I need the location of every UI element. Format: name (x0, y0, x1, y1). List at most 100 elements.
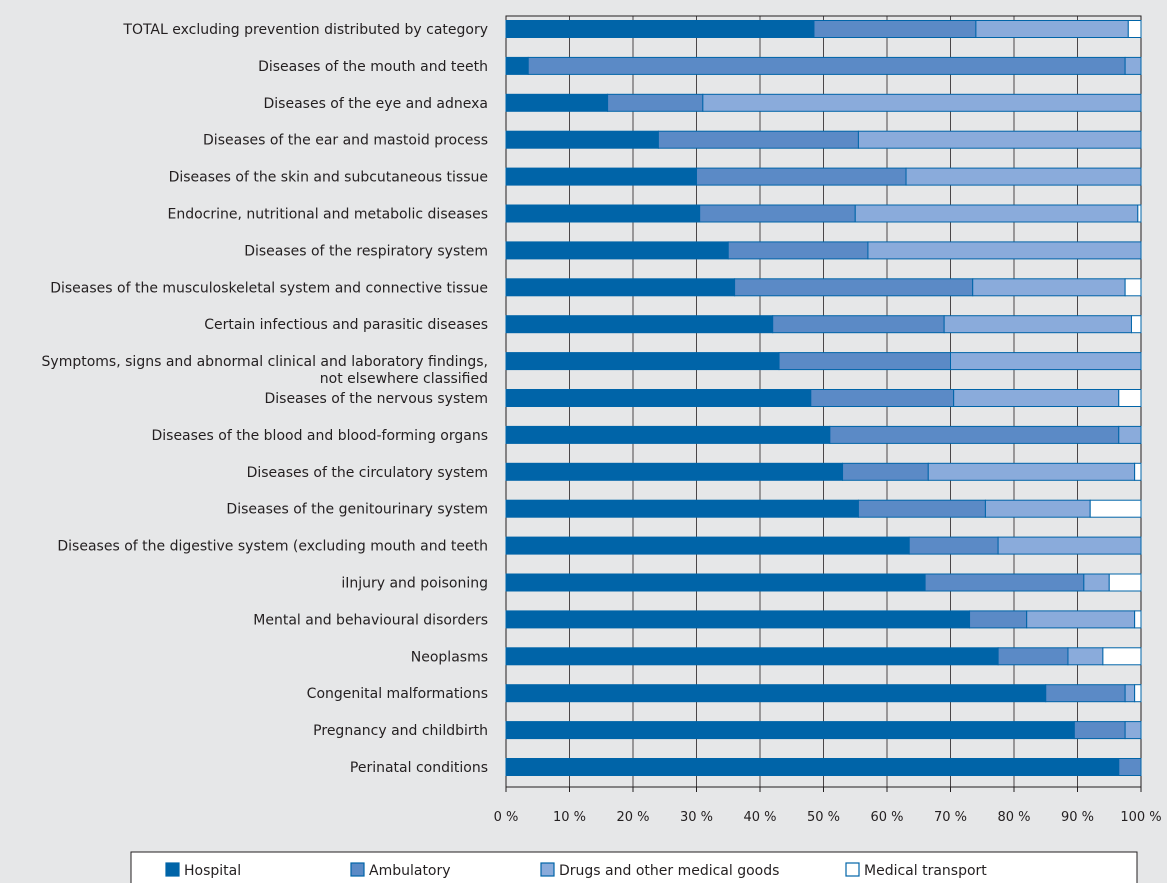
bar-segment (984, 499, 1091, 518)
legend-swatch (165, 862, 180, 877)
bar-segment (1137, 204, 1142, 223)
bar-segment (950, 352, 1142, 371)
category-label: Diseases of the respiratory system (244, 243, 488, 259)
category-label: Mental and behavioural disorders (253, 612, 488, 628)
bar-segment (1134, 462, 1142, 481)
category-label: Diseases of the skin and subcutaneous ti… (169, 170, 488, 186)
bar-segment (505, 721, 1075, 740)
x-tick-label: 40 % (743, 810, 776, 825)
bar-segment (1124, 278, 1142, 297)
bar-segment (1026, 610, 1136, 629)
bar-segment (505, 278, 736, 297)
bar-segment (505, 315, 774, 334)
bar-segment (1102, 647, 1142, 666)
bar-segment (842, 462, 929, 481)
category-label: Diseases of the ear and mastoid process (203, 133, 488, 149)
category-label: Neoplasms (411, 649, 488, 665)
x-axis: 0 % 10 % 20 % 30 % 40 % 50 % 60 % 70 % 80 % 90 % 1… (494, 787, 1162, 825)
bar-segment (857, 499, 986, 518)
bar-segment (505, 425, 831, 444)
x-tick-label: 70 % (934, 810, 967, 825)
bar-segment (734, 278, 974, 297)
bar-segment (1124, 721, 1142, 740)
legend-box (130, 851, 1138, 883)
bar-segment (1134, 684, 1142, 703)
bar-segment (505, 647, 999, 666)
bar-segment (505, 204, 701, 223)
bar-segment (854, 204, 1139, 223)
bar-segment (505, 758, 1120, 776)
category-label: Diseases of the mouth and teeth (258, 59, 488, 75)
bar-segment (1124, 56, 1142, 75)
category-label: Endocrine, nutritional and metabolic dis… (168, 207, 488, 223)
bar-segment (867, 241, 1142, 260)
bar-segment (972, 278, 1126, 297)
category-label: Diseases of the circulatory system (247, 465, 488, 481)
legend: Hospital Ambulatory Drugs and other medica… (130, 851, 1138, 883)
bar-segment (727, 241, 869, 260)
bar-segment (1124, 684, 1136, 703)
bar-segment (505, 352, 780, 371)
bar-segment (813, 20, 977, 38)
bar-segment (1118, 425, 1142, 444)
bar-segment (699, 204, 856, 223)
category-labels: TOTAL excluding prevention distributed b… (42, 22, 488, 776)
bar-segment (505, 56, 529, 75)
bar-segment (505, 167, 697, 186)
bar-segment (1108, 573, 1142, 592)
category-label: Diseases of the musculoskeletal system a… (50, 280, 488, 296)
bar-segment (505, 93, 609, 112)
bar-segment (1127, 20, 1142, 38)
x-tick-label: 90 % (1061, 810, 1094, 825)
bar-segment (953, 389, 1120, 407)
bar-segment (607, 93, 704, 112)
bar-segment (829, 425, 1120, 444)
bar-segment (505, 573, 926, 592)
bar-segment (969, 610, 1028, 629)
x-tick-label: 20 % (616, 810, 649, 825)
bar-segment (505, 20, 815, 38)
bar-segment (772, 315, 945, 334)
category-label: not elsewhere classified (320, 371, 488, 387)
bar-segment (702, 93, 1142, 112)
category-label: iInjury and poisoning (341, 576, 488, 592)
bar-segment (810, 389, 955, 407)
category-label: Diseases of the nervous system (264, 391, 488, 407)
bar-segment (943, 315, 1132, 334)
bar-segment (1134, 610, 1142, 629)
bar-segment (997, 536, 1142, 555)
category-label: Pregnancy and childbirth (313, 723, 488, 739)
bar-segment (657, 130, 859, 149)
x-tick-label: 0 % (494, 810, 519, 825)
category-label: Certain infectious and parasitic disease… (204, 317, 488, 333)
legend-swatch (845, 862, 860, 877)
category-label: Diseases of the eye and adnexa (264, 96, 489, 112)
category-label: TOTAL excluding prevention distributed b… (122, 22, 488, 38)
x-tick-label: 10 % (553, 810, 586, 825)
x-tick-label: 30 % (680, 810, 713, 825)
bar-segment (527, 56, 1126, 75)
bar-segment (505, 536, 910, 555)
legend-label: Hospital (184, 863, 241, 879)
bar-segment (1073, 721, 1126, 740)
bar-segment (505, 499, 859, 518)
bar-segment (1045, 684, 1126, 703)
x-tick-label: 60 % (870, 810, 903, 825)
bar-segment (1089, 499, 1142, 518)
bar-segment (857, 130, 1142, 149)
bar-segment (505, 684, 1047, 703)
legend-swatch (540, 862, 555, 877)
bar-segment (505, 389, 812, 407)
bar-segment (924, 573, 1085, 592)
legend-swatch (350, 862, 365, 877)
bar-segment (927, 462, 1136, 481)
bar-segment (505, 462, 844, 481)
bars (505, 20, 1142, 776)
bar-segment (997, 647, 1069, 666)
bar-segment (905, 167, 1142, 186)
category-label: Diseases of the blood and blood-forming … (151, 428, 488, 444)
category-label: Diseases of the digestive system (exclud… (57, 539, 488, 555)
x-tick-label: 80 % (997, 810, 1030, 825)
bar-segment (908, 536, 999, 555)
